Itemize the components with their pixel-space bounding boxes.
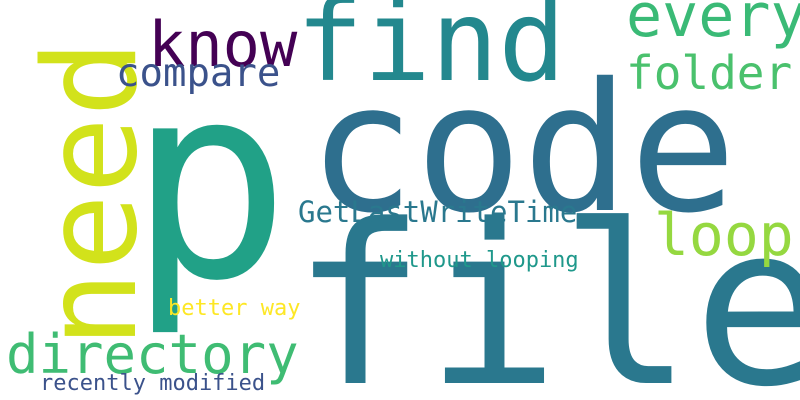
word-know: know bbox=[148, 8, 298, 81]
word-every: every bbox=[626, 0, 800, 51]
word-find: find bbox=[296, 0, 566, 107]
word-file: file bbox=[292, 178, 800, 400]
word-compare: compare bbox=[116, 51, 281, 96]
word-better-way: better way bbox=[168, 296, 301, 321]
word-folder: folder bbox=[626, 46, 793, 100]
word-getlastwritetime: GetLastWriteTime bbox=[298, 195, 578, 229]
word-loop: loop bbox=[654, 201, 794, 269]
word-directory: directory bbox=[6, 323, 299, 386]
word-without-looping: without looping bbox=[380, 248, 579, 273]
word-code: code bbox=[308, 45, 737, 252]
word-p: p bbox=[128, 25, 291, 340]
word-recently-modified: recently modified bbox=[40, 371, 266, 396]
